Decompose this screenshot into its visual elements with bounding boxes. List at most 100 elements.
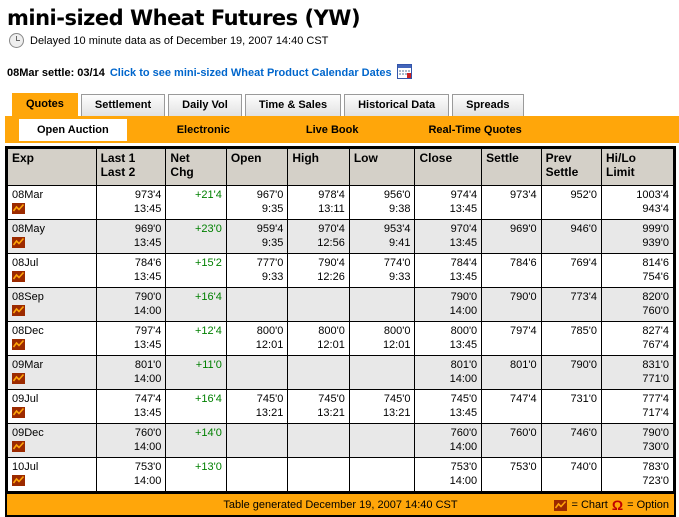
table-footer-bar: Table generated December 19, 2007 14:40 … — [7, 492, 674, 515]
chart-icon[interactable] — [12, 441, 25, 452]
contract-label: 08Mar — [12, 189, 44, 201]
subtab-real-time-quotes[interactable]: Real-Time Quotes — [428, 123, 522, 136]
net-chg-cell: +15'2 — [165, 253, 227, 288]
net-chg-cell: +11'0 — [165, 355, 227, 390]
prev-settle-cell: 785'0 — [540, 321, 603, 356]
settle-cell: 790'0 — [481, 287, 542, 322]
exp-cell: 08Jul — [7, 253, 97, 288]
tab-time-sales[interactable]: Time & Sales — [244, 94, 342, 116]
exp-cell: 08Mar — [7, 185, 97, 220]
col-open: Open — [225, 148, 289, 186]
tab-historical-data[interactable]: Historical Data — [344, 94, 450, 116]
net-chg-cell: +14'0 — [165, 423, 227, 458]
last-cell: 790'0 14:00 — [95, 287, 167, 322]
prev-settle-cell: 731'0 — [540, 389, 603, 424]
chart-icon[interactable] — [12, 373, 25, 384]
net-chg-cell: +16'4 — [165, 287, 227, 322]
low-cell — [348, 423, 416, 458]
contract-label: 09Jul — [12, 393, 39, 405]
quotes-table-wrapper: Exp Last 1 Last 2 Net Chg Open High Low Cl… — [5, 146, 676, 517]
subtab-open-auction[interactable]: Open Auction — [19, 118, 127, 141]
open-cell — [225, 457, 289, 492]
hilo-limit-cell: 820'0 760'0 — [601, 287, 674, 322]
main-tabs: Quotes Settlement Daily Vol Time & Sales… — [12, 92, 679, 116]
low-cell: 774'0 9:33 — [348, 253, 416, 288]
low-cell — [348, 355, 416, 390]
last-cell: 784'6 13:45 — [95, 253, 167, 288]
table-row: 08May 969'0 13:45 +23'0 959'4 9:35 970'4 12… — [7, 219, 674, 254]
low-cell: 953'4 9:41 — [348, 219, 416, 254]
prev-settle-cell: 773'4 — [540, 287, 603, 322]
close-cell: 800'0 13:45 — [414, 321, 483, 356]
table-row: 10Jul 753'0 14:00 +13'0 753'0 14:00 753'0 … — [7, 457, 674, 492]
close-cell: 970'4 13:45 — [414, 219, 483, 254]
open-cell: 967'0 9:35 — [225, 185, 289, 220]
contract-label: 10Jul — [12, 461, 39, 473]
table-row: 09Mar 801'0 14:00 +11'0 801'0 14:00 801'0 … — [7, 355, 674, 390]
calendar-icon[interactable] — [396, 64, 412, 82]
chart-legend-label: = Chart — [571, 498, 608, 511]
close-cell: 784'4 13:45 — [414, 253, 483, 288]
chart-icon[interactable] — [12, 203, 25, 214]
last-cell: 969'0 13:45 — [95, 219, 167, 254]
open-cell: 745'0 13:21 — [225, 389, 289, 424]
low-cell: 745'0 13:21 — [348, 389, 416, 424]
col-low: Low — [348, 148, 416, 186]
exp-cell: 09Mar — [7, 355, 97, 390]
contract-label: 08Jul — [12, 257, 39, 269]
settle-cell: 747'4 — [481, 389, 542, 424]
low-cell — [348, 287, 416, 322]
chart-icon[interactable] — [12, 271, 25, 282]
close-cell: 974'4 13:45 — [414, 185, 483, 220]
quotes-table: Exp Last 1 Last 2 Net Chg Open High Low Cl… — [7, 148, 674, 492]
generated-text: Table generated December 19, 2007 14:40 … — [223, 498, 458, 511]
low-cell: 956'0 9:38 — [348, 185, 416, 220]
net-chg-cell: +23'0 — [165, 219, 227, 254]
close-cell: 790'0 14:00 — [414, 287, 483, 322]
sub-tabs-bar: Open Auction Electronic Live Book Real-T… — [5, 116, 679, 143]
net-chg-cell: +21'4 — [165, 185, 227, 220]
col-net-chg: Net Chg — [165, 148, 227, 186]
chart-icon[interactable] — [12, 237, 25, 248]
open-cell: 959'4 9:35 — [225, 219, 289, 254]
tab-settlement[interactable]: Settlement — [80, 94, 166, 116]
subtab-electronic[interactable]: Electronic — [176, 123, 230, 136]
subtab-live-book[interactable]: Live Book — [305, 123, 359, 136]
tab-spreads[interactable]: Spreads — [452, 94, 524, 116]
high-cell — [287, 423, 350, 458]
close-cell: 745'0 13:45 — [414, 389, 483, 424]
contract-label: 08May — [12, 223, 46, 235]
col-close: Close — [414, 148, 483, 186]
settle-cell: 760'0 — [481, 423, 542, 458]
col-settle: Settle — [481, 148, 542, 186]
hilo-limit-cell: 790'0 730'0 — [601, 423, 674, 458]
open-cell — [225, 287, 289, 322]
omega-icon: Ω — [611, 496, 624, 513]
chart-icon[interactable] — [12, 305, 25, 316]
low-cell: 800'0 12:01 — [348, 321, 416, 356]
tab-daily-vol[interactable]: Daily Vol — [168, 94, 242, 116]
open-cell: 777'0 9:33 — [225, 253, 289, 288]
chart-icon[interactable] — [12, 407, 25, 418]
hilo-limit-cell: 783'0 723'0 — [601, 457, 674, 492]
contract-label: 08Dec — [12, 325, 44, 337]
chart-icon[interactable] — [12, 475, 25, 486]
high-cell — [287, 457, 350, 492]
col-hilo-limit: Hi/Lo Limit — [601, 148, 674, 186]
tab-quotes[interactable]: Quotes — [12, 93, 78, 116]
settle-cell: 973'4 — [481, 185, 542, 220]
col-exp: Exp — [7, 148, 97, 186]
prev-settle-cell: 946'0 — [540, 219, 603, 254]
chart-icon[interactable] — [12, 339, 25, 350]
high-cell — [287, 287, 350, 322]
page-title: mini-sized Wheat Futures (YW) — [7, 6, 361, 30]
exp-cell: 09Dec — [7, 423, 97, 458]
exp-cell: 08Dec — [7, 321, 97, 356]
low-cell — [348, 457, 416, 492]
close-cell: 753'0 14:00 — [414, 457, 483, 492]
hilo-limit-cell: 827'4 767'4 — [601, 321, 674, 356]
calendar-dates-link[interactable]: Click to see mini-sized Wheat Product Ca… — [109, 67, 392, 79]
hilo-limit-cell: 814'6 754'6 — [601, 253, 674, 288]
col-prev-settle: Prev Settle — [540, 148, 603, 186]
table-row: 09Dec 760'0 14:00 +14'0 760'0 14:00 760'0 … — [7, 423, 674, 458]
